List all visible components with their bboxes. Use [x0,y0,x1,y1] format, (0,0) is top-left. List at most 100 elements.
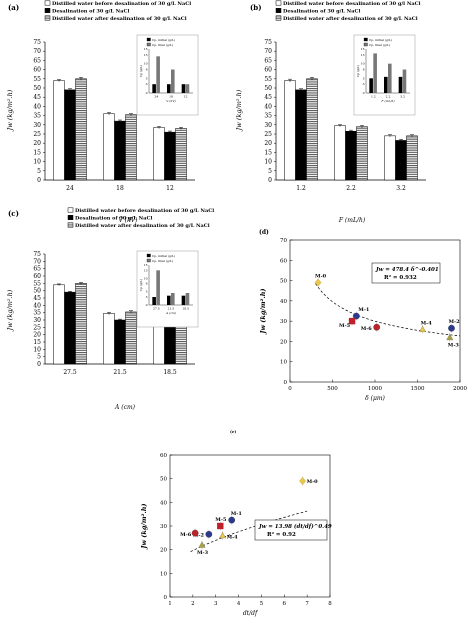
bar [75,283,87,365]
inset-y-tick-label: 13 [144,53,148,57]
x-tick-label: 21.5 [113,369,127,376]
y-tick-label: 45 [33,295,41,302]
x-axis-label: V (kV) [119,217,139,224]
point-M-1 [352,312,360,320]
y-tick-label: 55 [33,76,41,83]
x-tick-label: 1.2 [296,185,306,192]
y-tick-label: 20 [33,140,41,147]
x-tick-label: 18 [116,185,124,192]
y-tick-label: 70 [33,258,41,265]
y-tick-label: 60 [33,67,41,74]
inset-legend-entry: Cp, final (g/L) [152,43,173,47]
y-tick-label: 5 [37,168,41,175]
bar-chart-2: (c) Distilled water before desalination o… [6,207,214,411]
y-tick-label: 20 [264,140,272,147]
y-tick-label: 5 [37,354,41,361]
bar [384,135,396,181]
legend-entry: Distilled water before desalination of 3… [52,1,191,7]
y-tick-label: 0 [164,595,168,601]
point-label: M-6 [361,326,373,332]
y-tick-label: 15 [33,149,41,156]
y-tick-label: 70 [264,48,272,55]
inset-y-axis-label: Cp (g/L) [139,65,143,77]
y-tick-label: 75 [33,251,41,258]
x-axis-label: F (mL/h) [338,217,366,224]
inset-legend-swatch [363,37,368,42]
y-tick-label: 40 [160,500,167,506]
panel-tag: (d) [259,229,269,236]
x-axis-label: δ (μm) [365,395,385,402]
bar [75,78,87,181]
y-tick-label: 25 [33,324,41,331]
y-tick-label: 30 [264,122,272,129]
legend-entry: Distilled water before desalination of 3… [283,1,421,7]
y-tick-label: 60 [160,453,167,459]
y-tick-label: 55 [264,76,272,83]
inset-x-tick-label: 12 [184,95,188,99]
x-tick-label: 7 [305,601,309,607]
y-tick-label: 55 [33,280,41,287]
y-tick-label: 5 [268,168,272,175]
inset-bar [156,56,160,93]
x-tick-label: 2000 [453,386,467,392]
inset-y-tick-label: 3 [146,82,148,86]
inset-y-tick-label: 10 [144,276,148,280]
x-tick-label: 1000 [368,386,382,392]
y-tick-label: 50 [33,85,41,92]
inset-bar [373,53,377,93]
inset-frame [136,34,199,116]
inset-legend-entry: Cp, initial (g/L) [152,254,175,258]
inset-y-tick-label: 8 [363,68,365,72]
y-tick-label: 10 [160,571,167,577]
point-M-0 [314,278,322,287]
equation-box [254,519,328,541]
bar [406,135,418,181]
inset-legend-swatch [146,253,151,258]
y-tick-label: 45 [264,94,272,101]
plot-frame [289,239,461,383]
y-tick-label: 65 [33,57,41,64]
point-M-4 [219,531,227,539]
inset-bar [156,270,160,305]
y-tick-label: 65 [264,57,272,64]
fit-r2: R² = 0.92 [267,531,296,538]
x-tick-label: 2 [191,601,195,607]
panel-tag: (e) [230,429,236,434]
y-tick-label: 30 [33,122,41,129]
x-tick-label: 6 [283,601,287,607]
y-axis-label: Jw (kg/m².h) [259,288,267,335]
inset-bar [185,293,190,305]
legend-swatch [275,8,282,13]
legend-swatch [44,8,51,13]
y-tick-label: 25 [264,131,272,138]
inset-x-tick-label: 18.5 [182,307,189,311]
point-M-6 [191,529,199,537]
point-M-4 [419,325,427,332]
legend-swatch [44,15,51,21]
inset-y-tick-label: 0 [363,91,365,95]
inset-legend-swatch [146,42,151,47]
x-tick-label: 500 [327,386,338,392]
y-tick-label: 10 [264,159,272,166]
y-tick-label: 15 [264,149,272,156]
y-tick-label: 25 [33,131,41,138]
point-M-5 [348,317,356,325]
inset-y-axis-label: Cp (g/L) [356,65,360,77]
y-axis-label: Jw (kg/m².h) [140,503,148,550]
point-M-0 [299,477,306,485]
y-tick-label: 60 [264,67,272,74]
y-tick-label: 50 [280,279,287,285]
y-tick-label: 30 [280,319,287,325]
y-tick-label: 0 [268,177,272,184]
y-tick-label: 50 [33,288,41,295]
bar [125,311,137,365]
inset-y-tick-label: 8 [146,68,148,72]
legend-swatch [275,0,282,6]
inset-bar [185,84,190,93]
point-label: M-1 [231,511,242,517]
point-label: M-0 [315,274,327,280]
bar [64,89,76,181]
x-tick-label: 27.5 [63,369,77,376]
y-tick-label: 30 [33,317,41,324]
